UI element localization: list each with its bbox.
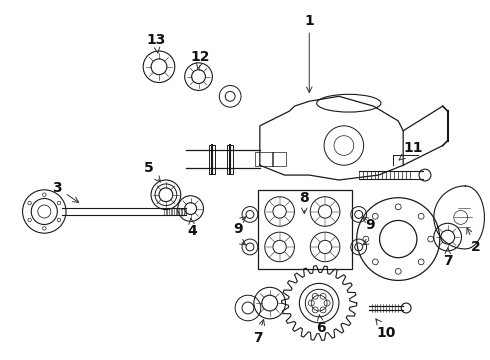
Text: 6: 6 <box>317 315 326 335</box>
Text: 12: 12 <box>191 50 210 69</box>
Bar <box>271 152 286 166</box>
Text: 9: 9 <box>233 222 243 236</box>
Text: 3: 3 <box>52 181 79 202</box>
Text: 7: 7 <box>443 248 452 268</box>
Text: 11: 11 <box>399 141 423 160</box>
Text: 10: 10 <box>376 319 396 339</box>
Text: 5: 5 <box>144 161 161 182</box>
Bar <box>255 152 272 166</box>
Text: 2: 2 <box>466 228 480 254</box>
Bar <box>209 145 215 174</box>
Text: 7: 7 <box>253 320 265 345</box>
Bar <box>258 190 352 269</box>
Text: 4: 4 <box>188 218 197 238</box>
Bar <box>227 145 233 174</box>
Text: 8: 8 <box>299 191 309 213</box>
Text: 1: 1 <box>304 14 314 93</box>
Text: 13: 13 <box>147 33 166 53</box>
Text: 9: 9 <box>366 218 375 232</box>
